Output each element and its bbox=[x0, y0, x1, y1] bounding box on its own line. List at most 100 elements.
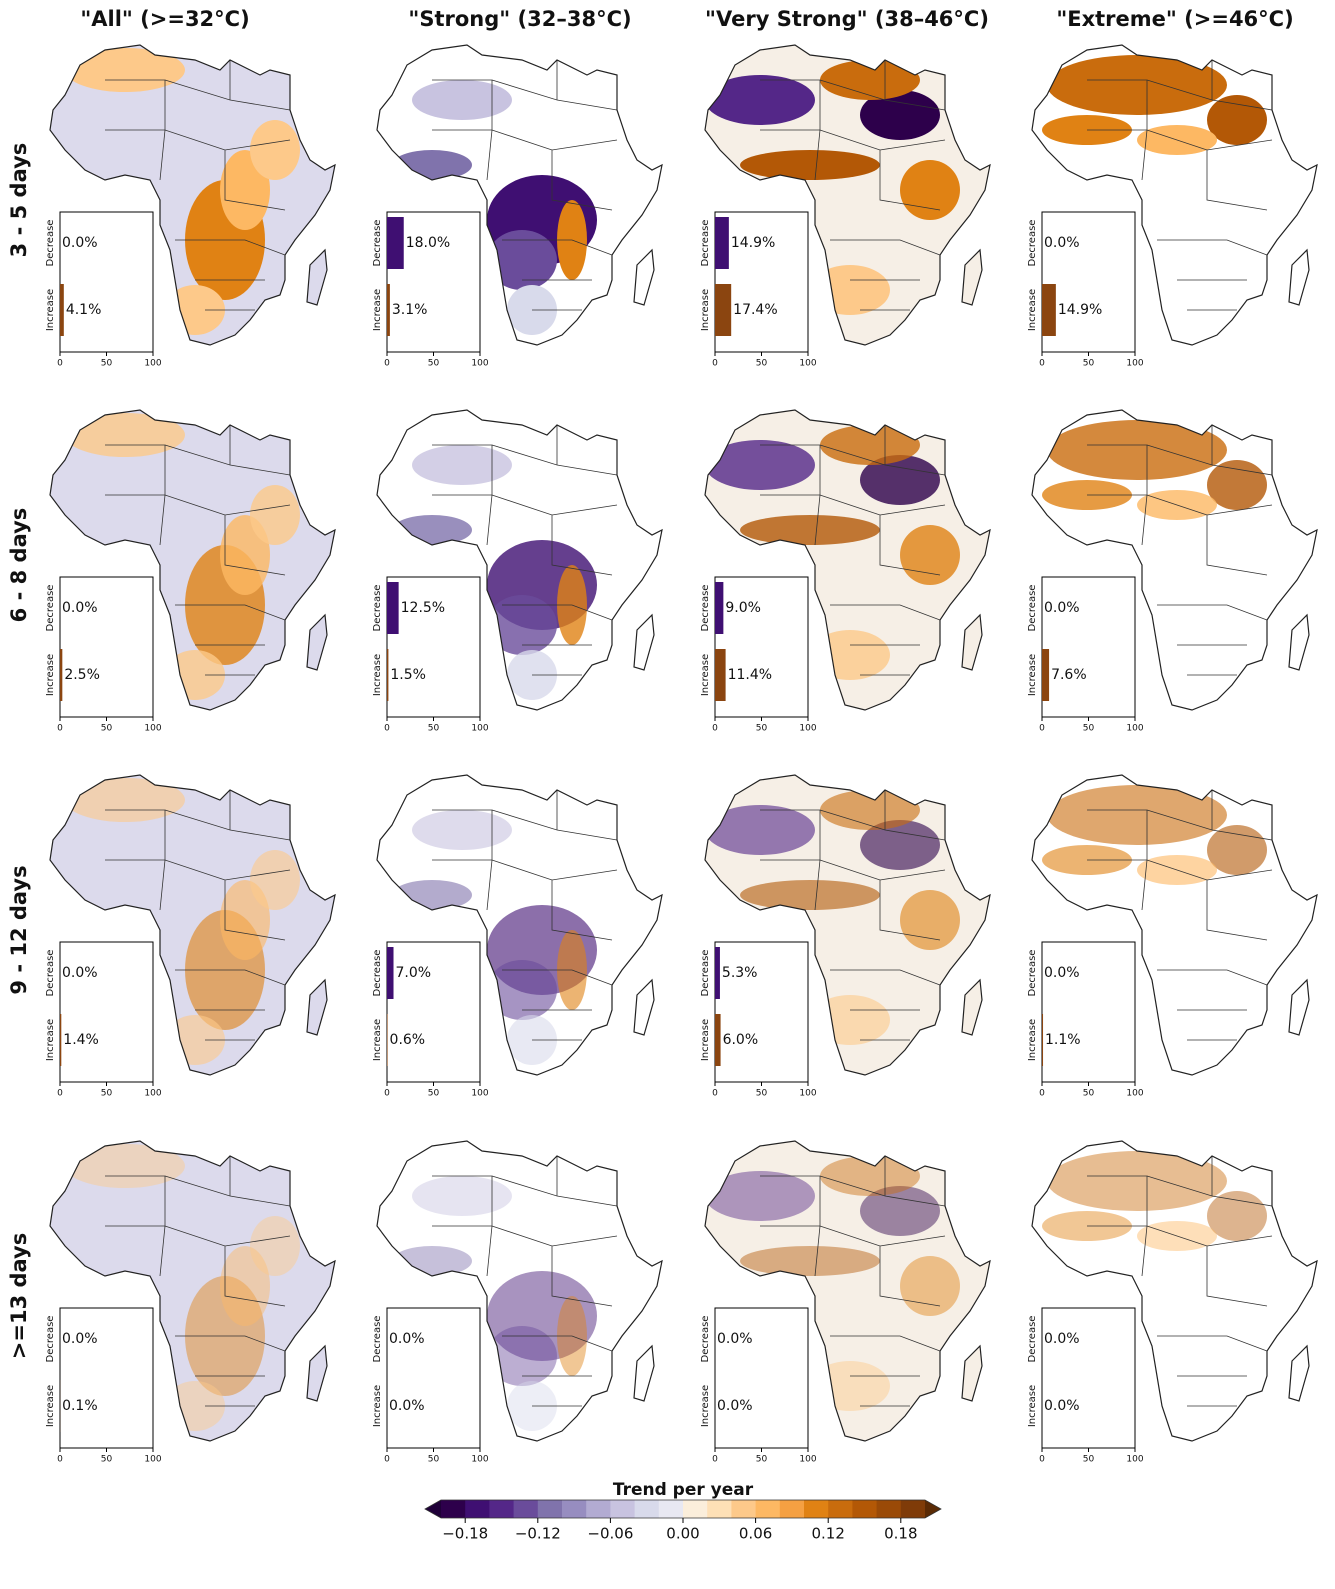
category-label: Increase bbox=[700, 1019, 711, 1061]
x-tick-label: 50 bbox=[428, 1089, 440, 1099]
value-label: 0.0% bbox=[62, 600, 98, 616]
map-shading bbox=[487, 960, 557, 1020]
colorbar-title: Trend per year bbox=[613, 1480, 754, 1500]
x-tick-label: 50 bbox=[1083, 1089, 1095, 1099]
category-label: Decrease bbox=[372, 1316, 383, 1363]
x-tick-label: 50 bbox=[428, 724, 440, 734]
x-tick-label: 0 bbox=[712, 724, 718, 734]
map-shading bbox=[820, 790, 920, 830]
bar bbox=[715, 284, 731, 336]
bar bbox=[715, 649, 726, 701]
x-tick-label: 0 bbox=[57, 359, 63, 369]
x-tick-label: 50 bbox=[756, 724, 768, 734]
colorbar-tick-label: −0.18 bbox=[442, 1525, 488, 1543]
x-tick-label: 100 bbox=[471, 359, 488, 369]
category-label: Increase bbox=[372, 1019, 383, 1061]
bar bbox=[387, 649, 388, 701]
value-label: 14.9% bbox=[1058, 302, 1102, 318]
x-tick-label: 100 bbox=[799, 724, 816, 734]
category-label: Decrease bbox=[45, 220, 56, 267]
inset-frame bbox=[715, 942, 808, 1082]
inset-frame bbox=[60, 1308, 153, 1448]
map-shading bbox=[810, 1361, 890, 1411]
value-label: 0.0% bbox=[62, 965, 98, 981]
value-label: 0.0% bbox=[717, 1331, 753, 1347]
map-shading bbox=[65, 1144, 185, 1188]
value-label: 0.0% bbox=[1044, 965, 1080, 981]
map-shading bbox=[65, 48, 185, 92]
column-title: "Extreme" (>=46°C) bbox=[1056, 7, 1293, 31]
x-tick-label: 0 bbox=[1039, 1089, 1045, 1099]
value-label: 0.0% bbox=[1044, 235, 1080, 251]
bar bbox=[387, 284, 390, 336]
value-label: 0.6% bbox=[390, 1032, 426, 1048]
value-label: 9.0% bbox=[725, 600, 761, 616]
map-shading bbox=[740, 1246, 880, 1276]
value-label: 7.6% bbox=[1051, 667, 1087, 683]
colorbar-bin bbox=[683, 1500, 708, 1518]
bar bbox=[387, 582, 399, 634]
column-title: "All" (>=32°C) bbox=[80, 7, 249, 31]
x-tick-label: 50 bbox=[756, 359, 768, 369]
x-tick-label: 0 bbox=[712, 1089, 718, 1099]
colorbar-tick-label: 0.18 bbox=[884, 1525, 917, 1543]
colorbar-bin bbox=[586, 1500, 611, 1518]
map-shading bbox=[820, 425, 920, 465]
category-label: Increase bbox=[1027, 654, 1038, 696]
colorbar-bin bbox=[489, 1500, 514, 1518]
category-label: Increase bbox=[372, 654, 383, 696]
x-tick-label: 50 bbox=[428, 1455, 440, 1465]
x-tick-label: 0 bbox=[1039, 1455, 1045, 1465]
value-label: 1.1% bbox=[1045, 1032, 1081, 1048]
x-tick-label: 0 bbox=[57, 1089, 63, 1099]
x-tick-label: 0 bbox=[1039, 724, 1045, 734]
category-label: Increase bbox=[700, 1385, 711, 1427]
x-tick-label: 50 bbox=[101, 724, 113, 734]
value-label: 18.0% bbox=[406, 235, 450, 251]
x-tick-label: 0 bbox=[384, 359, 390, 369]
category-label: Decrease bbox=[1027, 950, 1038, 997]
x-tick-label: 100 bbox=[471, 1455, 488, 1465]
map-shading bbox=[740, 515, 880, 545]
row-label: 6 - 8 days bbox=[7, 508, 31, 623]
colorbar-bin bbox=[731, 1500, 756, 1518]
category-label: Increase bbox=[1027, 289, 1038, 331]
map-shading bbox=[250, 485, 300, 545]
value-label: 14.9% bbox=[731, 235, 775, 251]
x-tick-label: 100 bbox=[144, 1455, 161, 1465]
colorbar-bin bbox=[562, 1500, 587, 1518]
row-label: 9 - 12 days bbox=[7, 865, 31, 994]
category-label: Decrease bbox=[700, 1316, 711, 1363]
inset-frame bbox=[715, 1308, 808, 1448]
colorbar-bin bbox=[780, 1500, 805, 1518]
value-label: 17.4% bbox=[733, 302, 777, 318]
value-label: 0.0% bbox=[389, 1398, 425, 1414]
value-label: 1.4% bbox=[63, 1032, 99, 1048]
x-tick-label: 100 bbox=[799, 1089, 816, 1099]
bar bbox=[1042, 1014, 1043, 1066]
colorbar-bin bbox=[465, 1500, 490, 1518]
x-tick-label: 50 bbox=[756, 1089, 768, 1099]
inset-frame bbox=[715, 577, 808, 717]
column-title: "Strong" (32–38°C) bbox=[408, 7, 631, 31]
category-label: Decrease bbox=[1027, 1316, 1038, 1363]
map-shading bbox=[740, 150, 880, 180]
x-tick-label: 100 bbox=[1126, 724, 1143, 734]
value-label: 7.0% bbox=[396, 965, 432, 981]
colorbar-tick-label: 0.06 bbox=[739, 1525, 772, 1543]
value-label: 0.0% bbox=[1044, 1331, 1080, 1347]
category-label: Increase bbox=[45, 1019, 56, 1061]
inset-frame bbox=[1042, 212, 1135, 352]
row-label: 3 - 5 days bbox=[7, 143, 31, 258]
map-shading bbox=[1047, 1151, 1227, 1211]
figure: Trend per year "All" (>=32°C) "Strong" (3… bbox=[0, 0, 1335, 1585]
category-label: Increase bbox=[45, 289, 56, 331]
bar bbox=[1042, 284, 1056, 336]
x-tick-label: 100 bbox=[144, 359, 161, 369]
colorbar-bin bbox=[828, 1500, 853, 1518]
